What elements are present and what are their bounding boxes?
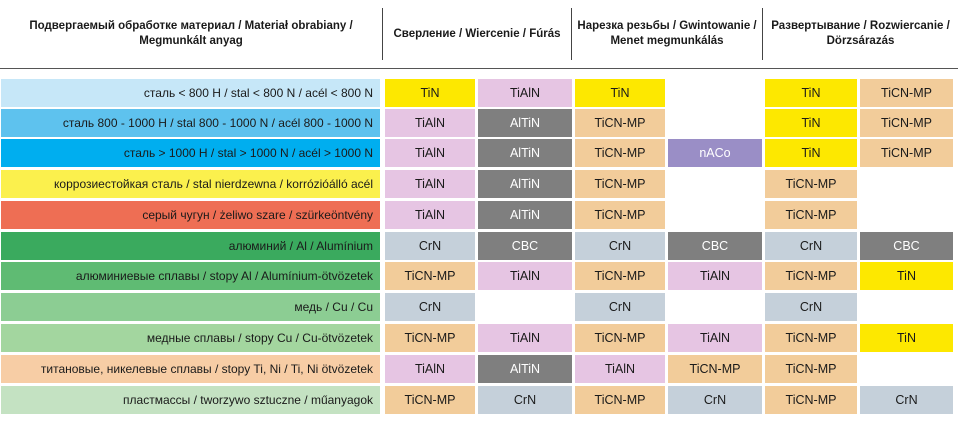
- coating-cell: TiCN-MP: [765, 355, 857, 383]
- header-threading: Нарезка резьбы / Gwintowanie / Menet megm…: [577, 20, 757, 47]
- header-divider: [571, 8, 572, 60]
- empty-coating-cell: [860, 170, 953, 198]
- empty-coating-cell: [860, 293, 953, 321]
- coating-cell: TiAlN: [385, 109, 475, 137]
- coating-cell: CrN: [765, 293, 857, 321]
- material-cell: серый чугун / żeliwo szare / szürkeöntvé…: [1, 201, 380, 229]
- coating-cell: TiAlN: [385, 201, 475, 229]
- coating-cell: TiN: [385, 79, 475, 107]
- coating-cell: TiAlN: [668, 324, 762, 352]
- coating-cell: TiCN-MP: [765, 386, 857, 414]
- coating-cell: CrN: [860, 386, 953, 414]
- coating-cell: TiCN-MP: [575, 324, 665, 352]
- material-cell: сталь < 800 Н / stal < 800 N / acél < 80…: [1, 79, 380, 107]
- empty-coating-cell: [860, 201, 953, 229]
- coating-cell: CrN: [765, 232, 857, 260]
- coating-cell: AlTiN: [478, 170, 572, 198]
- coating-cell: TiCN-MP: [860, 79, 953, 107]
- material-cell: медь / Cu / Cu: [1, 293, 380, 321]
- coating-cell: CBC: [668, 232, 762, 260]
- coating-cell: CBC: [478, 232, 572, 260]
- coating-cell: TiCN-MP: [575, 262, 665, 290]
- coating-cell: CrN: [385, 232, 475, 260]
- coating-cell: AlTiN: [478, 201, 572, 229]
- empty-coating-cell: [860, 355, 953, 383]
- coating-cell: TiCN-MP: [575, 139, 665, 167]
- coating-cell: CrN: [575, 293, 665, 321]
- coating-cell: TiCN-MP: [385, 386, 475, 414]
- coating-cell: TiCN-MP: [385, 324, 475, 352]
- header-underline: [0, 68, 958, 69]
- coating-cell: TiAlN: [478, 79, 572, 107]
- coating-cell: TiN: [860, 262, 953, 290]
- material-cell: сталь 800 - 1000 Н / stal 800 - 1000 N /…: [1, 109, 380, 137]
- coating-cell: AlTiN: [478, 355, 572, 383]
- coating-cell: AlTiN: [478, 109, 572, 137]
- header-drilling: Сверление / Wiercenie / Fúrás: [393, 27, 561, 40]
- coating-cell: CrN: [575, 232, 665, 260]
- coating-cell: TiCN-MP: [575, 170, 665, 198]
- material-cell: алюминиевые сплавы / stopy Al / Alumíniu…: [1, 262, 380, 290]
- coating-cell: TiCN-MP: [668, 355, 762, 383]
- coating-cell: nACo: [668, 139, 762, 167]
- coating-cell: TiN: [575, 79, 665, 107]
- coating-cell: TiAlN: [385, 355, 475, 383]
- coating-cell: TiN: [765, 139, 857, 167]
- coating-cell: TiN: [765, 109, 857, 137]
- coating-cell: TiCN-MP: [575, 201, 665, 229]
- coating-cell: TiAlN: [575, 355, 665, 383]
- coating-cell: CBC: [860, 232, 953, 260]
- coating-cell: TiCN-MP: [765, 324, 857, 352]
- empty-coating-cell: [668, 170, 762, 198]
- empty-coating-cell: [668, 201, 762, 229]
- material-cell: алюминий / Al / Alumínium: [1, 232, 380, 260]
- header-divider: [762, 8, 763, 60]
- coating-cell: TiCN-MP: [765, 262, 857, 290]
- header-divider: [382, 8, 383, 60]
- coating-cell: TiN: [765, 79, 857, 107]
- empty-coating-cell: [478, 293, 572, 321]
- coating-cell: AlTiN: [478, 139, 572, 167]
- coating-cell: TiAlN: [385, 170, 475, 198]
- material-cell: медные сплавы / stopy Cu / Cu-ötvözetek: [1, 324, 380, 352]
- coating-cell: TiCN-MP: [575, 109, 665, 137]
- coating-cell: TiCN-MP: [860, 109, 953, 137]
- coating-cell: TiCN-MP: [765, 170, 857, 198]
- empty-coating-cell: [668, 109, 762, 137]
- header-material: Подвергаемый обработке материал / Materi…: [29, 20, 353, 47]
- material-cell: коррозиестойкая сталь / stal nierdzewna …: [1, 170, 380, 198]
- coating-cell: CrN: [668, 386, 762, 414]
- coating-cell: TiN: [860, 324, 953, 352]
- coating-cell: TiAlN: [385, 139, 475, 167]
- coating-cell: TiAlN: [668, 262, 762, 290]
- empty-coating-cell: [668, 79, 762, 107]
- coating-cell: TiCN-MP: [385, 262, 475, 290]
- coating-cell: TiAlN: [478, 262, 572, 290]
- header-reaming: Развертывание / Rozwiercanie / Dörzsárazá…: [771, 20, 950, 47]
- coating-cell: CrN: [385, 293, 475, 321]
- coating-cell: TiCN-MP: [575, 386, 665, 414]
- coating-cell: TiCN-MP: [765, 201, 857, 229]
- coating-cell: CrN: [478, 386, 572, 414]
- coating-cell: TiAlN: [478, 324, 572, 352]
- empty-coating-cell: [668, 293, 762, 321]
- coating-cell: TiCN-MP: [860, 139, 953, 167]
- material-cell: сталь > 1000 Н / stal > 1000 N / acél > …: [1, 139, 380, 167]
- material-cell: титановые, никелевые сплавы / stopy Ti, …: [1, 355, 380, 383]
- material-cell: пластмассы / tworzywo sztuczne / műanyag…: [1, 386, 380, 414]
